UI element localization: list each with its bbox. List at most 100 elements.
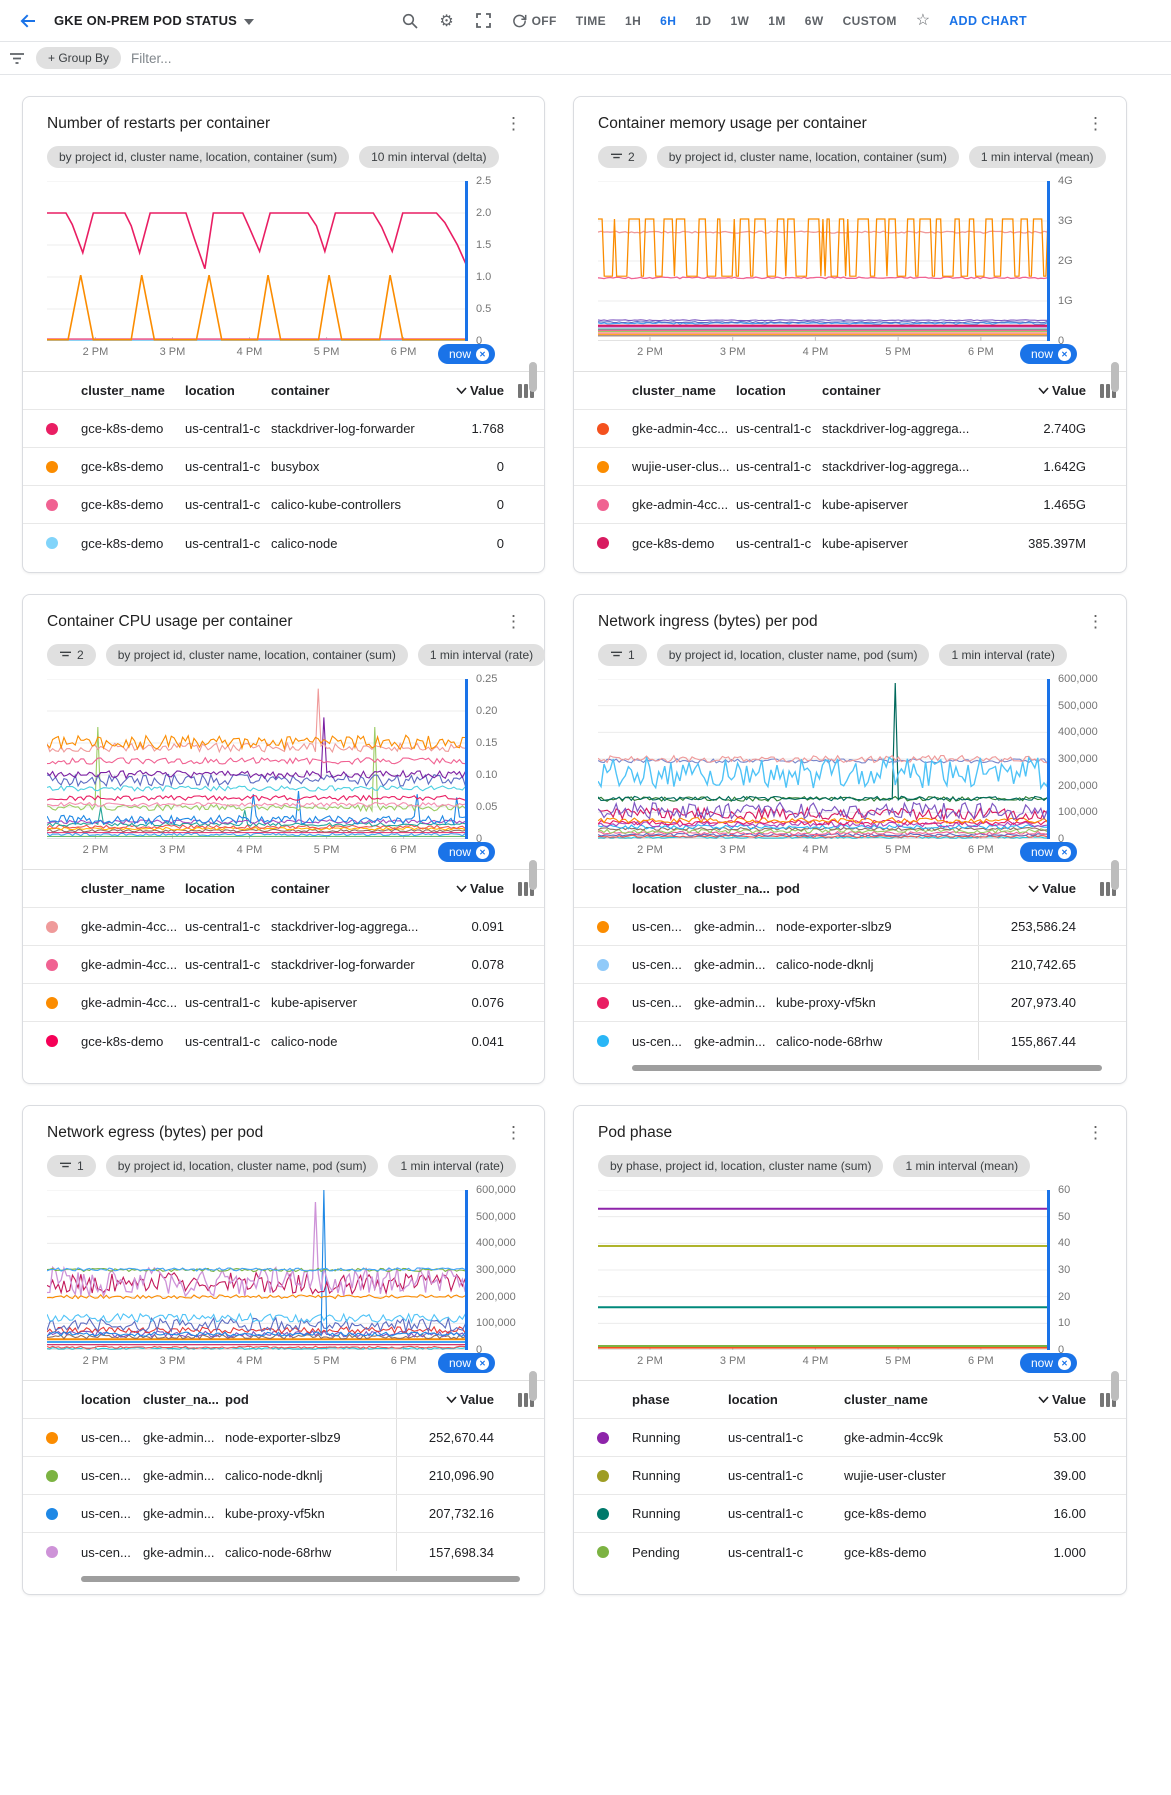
horizontal-scrollbar[interactable] — [81, 1576, 520, 1582]
value-column-header[interactable]: Value — [1012, 1381, 1090, 1418]
more-menu-icon[interactable]: ⋮ — [1087, 612, 1104, 631]
time-range-1m[interactable]: 1M — [768, 13, 786, 28]
table-row[interactable]: wujie-user-clus... us-central1-c stackdriv… — [574, 448, 1126, 486]
chart-plot[interactable] — [47, 679, 468, 839]
value-column-header[interactable]: Value — [430, 372, 508, 409]
close-icon[interactable]: ✕ — [1058, 845, 1071, 859]
table-row[interactable]: gke-admin-4cc... us-central1-c stackdriver… — [23, 946, 544, 984]
column-settings-icon[interactable] — [508, 881, 544, 896]
filter-count-chip[interactable]: 2 — [47, 644, 96, 666]
column-settings-icon[interactable] — [508, 1392, 544, 1407]
column-header[interactable]: location — [81, 1392, 131, 1407]
table-row[interactable]: gce-k8s-demo us-central1-c calico-node 0 — [23, 524, 544, 562]
value-column-header[interactable]: Value — [1012, 372, 1090, 409]
fullscreen-icon[interactable] — [475, 12, 493, 30]
vertical-scrollbar[interactable] — [1111, 362, 1119, 392]
table-row[interactable]: us-cen... gke-admin... calico-node-68rhw 15… — [23, 1533, 544, 1571]
chart-config-chip[interactable]: 1 min interval (rate) — [939, 644, 1067, 666]
value-column-header[interactable]: Value — [430, 870, 508, 907]
table-row[interactable]: gce-k8s-demo us-central1-c stackdriver-log… — [23, 410, 544, 448]
add-chart-button[interactable]: ADD CHART — [949, 13, 1027, 28]
vertical-scrollbar[interactable] — [529, 362, 537, 392]
more-menu-icon[interactable]: ⋮ — [1087, 114, 1104, 133]
group-by-chip[interactable]: + Group By — [36, 47, 122, 69]
chart-config-chip[interactable]: 10 min interval (delta) — [359, 146, 499, 168]
column-header[interactable]: cluster_na... — [694, 881, 770, 896]
chart-plot[interactable] — [598, 679, 1050, 839]
filter-count-chip[interactable]: 1 — [598, 644, 647, 666]
column-header[interactable]: location — [728, 1392, 778, 1407]
table-row[interactable]: gce-k8s-demo us-central1-c calico-kube-con… — [23, 486, 544, 524]
column-header[interactable]: container — [822, 383, 881, 398]
now-pill[interactable]: now ✕ — [437, 344, 495, 364]
chart-config-chip[interactable]: by project id, cluster name, location, c… — [656, 146, 959, 168]
star-icon[interactable]: ☆ — [915, 11, 931, 29]
column-header[interactable]: location — [736, 383, 786, 398]
filter-count-chip[interactable]: 2 — [598, 146, 647, 168]
chart-config-chip[interactable]: 1 min interval (mean) — [893, 1155, 1031, 1177]
chart-plot[interactable] — [47, 181, 468, 341]
time-range-custom[interactable]: CUSTOM — [842, 13, 897, 28]
table-row[interactable]: us-cen... gke-admin... calico-node-68rhw 15… — [574, 1022, 1126, 1060]
table-row[interactable]: gke-admin-4cc... us-central1-c kube-apiser… — [574, 486, 1126, 524]
now-pill[interactable]: now ✕ — [1019, 1353, 1077, 1373]
chart-config-chip[interactable]: 1 min interval (rate) — [417, 644, 546, 666]
close-icon[interactable]: ✕ — [1058, 347, 1071, 361]
vertical-scrollbar[interactable] — [529, 1371, 537, 1401]
vertical-scrollbar[interactable] — [1111, 1371, 1119, 1401]
more-menu-icon[interactable]: ⋮ — [505, 114, 522, 133]
table-row[interactable]: gke-admin-4cc... us-central1-c stackdriver… — [574, 410, 1126, 448]
table-row[interactable]: Pending us-central1-c gce-k8s-demo 1.000 — [574, 1533, 1126, 1571]
column-header[interactable]: location — [185, 383, 235, 398]
column-header[interactable]: phase — [632, 1392, 670, 1407]
more-menu-icon[interactable]: ⋮ — [505, 1123, 522, 1142]
table-row[interactable]: gce-k8s-demo us-central1-c calico-node 0.04… — [23, 1022, 544, 1060]
more-menu-icon[interactable]: ⋮ — [505, 612, 522, 631]
vertical-scrollbar[interactable] — [529, 860, 537, 890]
table-row[interactable]: Running us-central1-c gke-admin-4cc9k 53.00 — [574, 1419, 1126, 1457]
chart-config-chip[interactable]: 1 min interval (rate) — [388, 1155, 516, 1177]
column-header[interactable]: container — [271, 881, 330, 896]
column-header[interactable]: cluster_na... — [143, 1392, 219, 1407]
value-column-header[interactable]: Value — [978, 870, 1090, 907]
column-header[interactable]: container — [271, 383, 330, 398]
column-header[interactable]: pod — [776, 881, 800, 896]
table-row[interactable]: gce-k8s-demo us-central1-c busybox 0 — [23, 448, 544, 486]
column-settings-icon[interactable] — [508, 383, 544, 398]
chevron-down-icon[interactable] — [244, 12, 255, 30]
now-pill[interactable]: now ✕ — [1019, 344, 1077, 364]
column-header[interactable]: cluster_name — [632, 383, 716, 398]
column-header[interactable]: location — [632, 881, 682, 896]
column-header[interactable]: cluster_name — [81, 881, 165, 896]
table-row[interactable]: gce-k8s-demo us-central1-c kube-apiserver 3… — [574, 524, 1126, 562]
search-icon[interactable] — [401, 12, 419, 30]
now-pill[interactable]: now ✕ — [1019, 842, 1077, 862]
table-row[interactable]: Running us-central1-c wujie-user-cluster 39… — [574, 1457, 1126, 1495]
column-settings-icon[interactable] — [1090, 383, 1126, 398]
close-icon[interactable]: ✕ — [476, 347, 489, 361]
close-icon[interactable]: ✕ — [476, 1356, 489, 1370]
table-row[interactable]: us-cen... gke-admin... kube-proxy-vf5kn 207… — [23, 1495, 544, 1533]
column-header[interactable]: pod — [225, 1392, 249, 1407]
filter-count-chip[interactable]: 1 — [47, 1155, 96, 1177]
time-range-time[interactable]: TIME — [575, 13, 607, 28]
now-pill[interactable]: now ✕ — [437, 1353, 495, 1373]
chart-config-chip[interactable]: 1 min interval (mean) — [968, 146, 1106, 168]
table-row[interactable]: us-cen... gke-admin... node-exporter-slbz9… — [23, 1419, 544, 1457]
chart-config-chip[interactable]: by project id, location, cluster name, p… — [105, 1155, 379, 1177]
chart-plot[interactable] — [598, 181, 1050, 341]
table-row[interactable]: us-cen... gke-admin... node-exporter-slbz9… — [574, 908, 1126, 946]
chart-config-chip[interactable]: by project id, location, cluster name, p… — [656, 644, 930, 666]
column-header[interactable]: location — [185, 881, 235, 896]
chart-config-chip[interactable]: by phase, project id, location, cluster … — [598, 1155, 884, 1177]
chart-config-chip[interactable]: by project id, cluster name, location, c… — [105, 644, 408, 666]
now-pill[interactable]: now ✕ — [437, 842, 495, 862]
chart-plot[interactable] — [47, 1190, 468, 1350]
time-range-1h[interactable]: 1H — [625, 13, 642, 28]
chart-config-chip[interactable]: by project id, cluster name, location, c… — [47, 146, 350, 168]
table-row[interactable]: us-cen... gke-admin... calico-node-dknlj 21… — [574, 946, 1126, 984]
close-icon[interactable]: ✕ — [1058, 1356, 1071, 1370]
vertical-scrollbar[interactable] — [1111, 860, 1119, 890]
time-range-6w[interactable]: 6W — [804, 13, 824, 28]
filter-input[interactable] — [131, 50, 1155, 66]
